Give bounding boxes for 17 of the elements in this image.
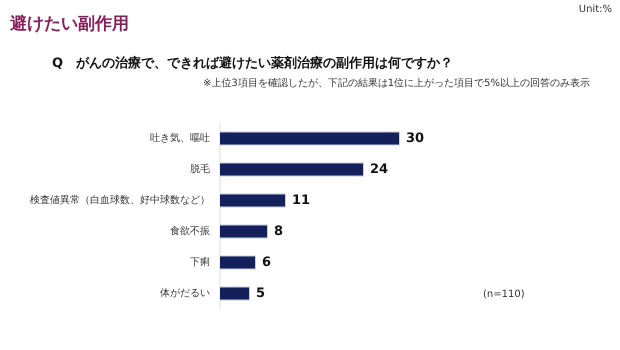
data-label: 30 xyxy=(406,130,424,146)
y-tick-label: 体がだるい xyxy=(160,287,210,300)
chart-subtitle: Q がんの治療で、できれば避けたい薬剤治療の副作用は何ですか？ xyxy=(52,54,454,72)
data-label: 5 xyxy=(256,286,266,301)
y-tick-label: 吐き気、嘔吐 xyxy=(150,132,210,144)
text: 避けたい副作用 xyxy=(10,13,129,35)
text: (n=110) xyxy=(483,289,525,300)
data-label: 8 xyxy=(274,224,284,239)
y-tick-label: 脱毛 xyxy=(190,163,210,176)
y-tick-label: 食欲不振 xyxy=(170,225,210,238)
text: ※上位3項目を確認したが、下記の結果は1位に上がった項目で5%以上の回答のみ表示 xyxy=(203,76,590,90)
y-tick-label: 下痢 xyxy=(190,256,210,268)
data-label: 24 xyxy=(370,162,388,177)
data-label: 11 xyxy=(292,192,310,208)
text: Unit:% xyxy=(578,4,612,15)
data-label: 6 xyxy=(262,254,272,270)
y-tick-label: 検査値異常（白血球数、好中球数など） xyxy=(30,194,210,206)
